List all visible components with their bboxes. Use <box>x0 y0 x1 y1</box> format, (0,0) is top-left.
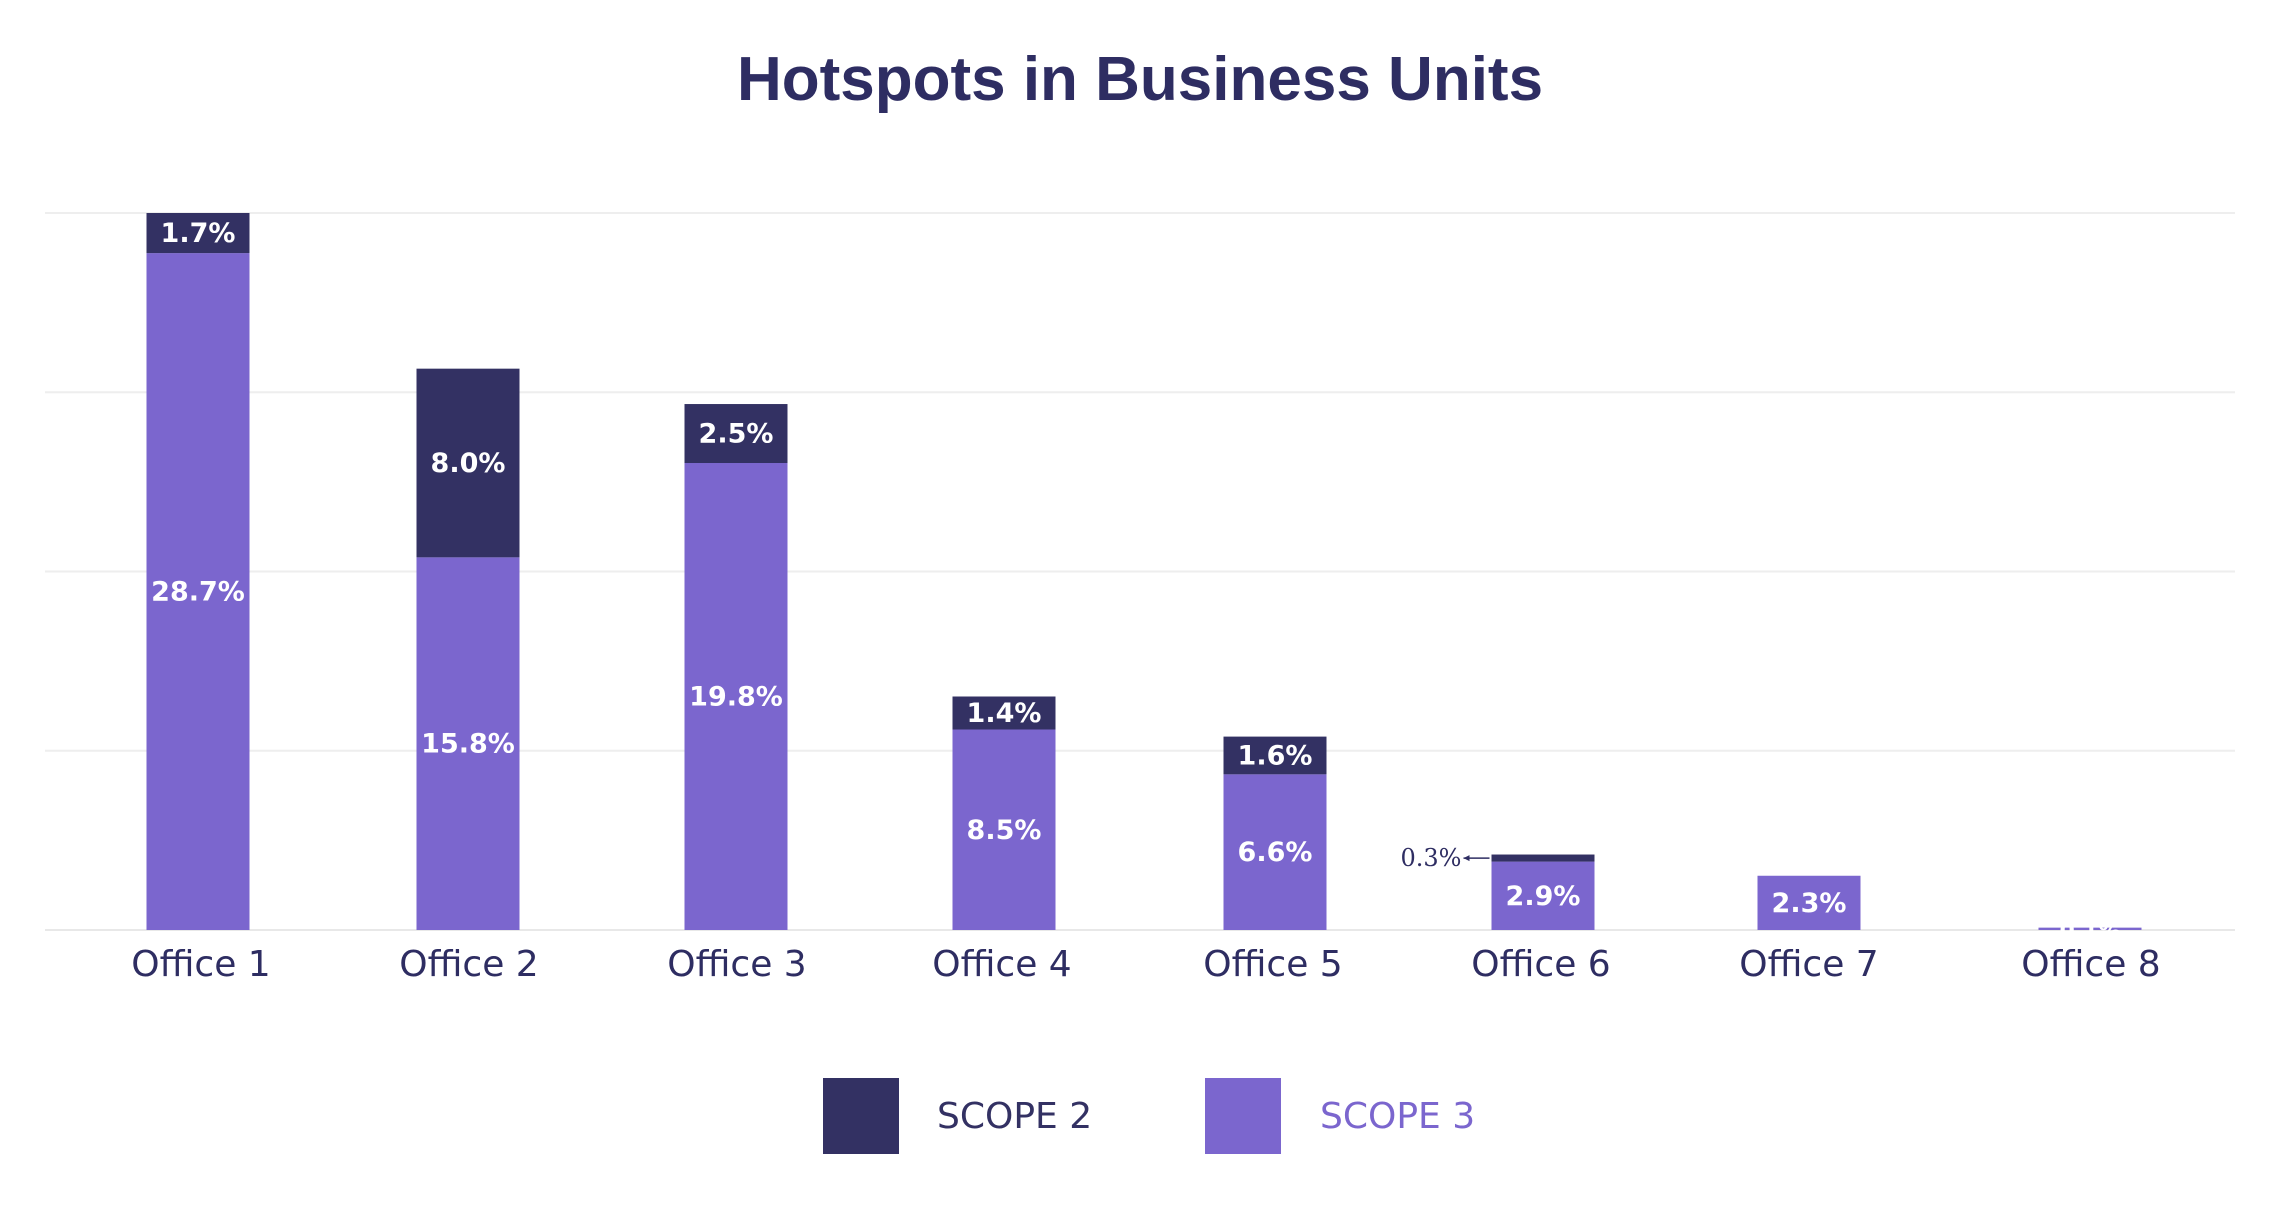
bar-label-scope3-office-2: 15.8% <box>421 729 515 760</box>
bar-scope3-office-4 <box>952 729 1056 930</box>
bar-label-scope2-office-3: 2.5% <box>699 419 774 450</box>
bar-label-scope2-office-5: 1.6% <box>1238 740 1313 771</box>
bar-label-scope3-office-8: 0.1% <box>2059 919 2120 944</box>
bar-label-scope3-office-3: 19.8% <box>689 682 783 713</box>
category-label-office-8: Office 8 <box>2021 944 2160 985</box>
category-label-office-7: Office 7 <box>1739 944 1878 985</box>
chart-title: Hotspots in Business Units <box>737 45 1543 114</box>
bar-label-scope2-office-1: 1.7% <box>161 218 236 249</box>
bar-scope2-office-1 <box>146 213 250 254</box>
legend-swatch-scope-2 <box>823 1078 899 1154</box>
category-label-office-5: Office 5 <box>1203 944 1342 985</box>
bar-label-scope3-office-6: 2.9% <box>1506 881 1581 912</box>
bar-scope3-office-3 <box>684 463 788 930</box>
gridlines <box>45 212 2235 931</box>
bar-scope2-office-5 <box>1223 736 1327 775</box>
bar-label-scope3-office-5: 6.6% <box>1238 837 1313 868</box>
bar-label-scope2-office-2: 8.0% <box>431 448 506 479</box>
bar-scope3-office-1 <box>146 253 250 930</box>
bars: 28.7% 1.7% 15.8% 8.0% 19.8% 2.5% 8.5% 1.4% 6.6% 1… <box>146 213 2142 944</box>
bar-scope3-office-6 <box>1491 861 1595 930</box>
bar-scope3-office-5 <box>1223 774 1327 930</box>
bar-scope3-office-7 <box>1757 875 1861 930</box>
bar-label-scope3-office-1: 28.7% <box>151 577 245 608</box>
category-label-office-4: Office 4 <box>932 944 1071 985</box>
bar-scope3-office-8 <box>2038 927 2142 930</box>
bar-label-scope2-office-4: 1.4% <box>967 698 1042 729</box>
bar-label-scope3-office-4: 8.5% <box>967 815 1042 846</box>
category-labels: Office 1 Office 2 Office 3 Office 4 Office 5… <box>131 944 2160 985</box>
legend-label-scope-3: SCOPE 3 <box>1320 1096 1475 1137</box>
bar-scope2-office-6 <box>1491 854 1595 862</box>
legend-swatch-scope-3 <box>1205 1078 1281 1154</box>
bar-label-scope2-office-6: 0.3% <box>1401 844 1462 872</box>
bar-label-scope3-office-7: 2.3% <box>1772 888 1847 919</box>
legend: SCOPE 2 SCOPE 3 <box>823 1078 1475 1154</box>
category-label-office-2: Office 2 <box>399 944 538 985</box>
bar-scope2-office-2 <box>416 368 520 558</box>
bar-scope3-office-2 <box>416 557 520 930</box>
category-label-office-6: Office 6 <box>1471 944 1610 985</box>
category-label-office-1: Office 1 <box>131 944 270 985</box>
legend-label-scope-2: SCOPE 2 <box>937 1096 1092 1137</box>
bar-scope2-office-3 <box>684 404 788 464</box>
category-label-office-3: Office 3 <box>667 944 806 985</box>
label-pointer-arrow <box>1463 855 1470 862</box>
bar-scope2-office-4 <box>952 696 1056 730</box>
